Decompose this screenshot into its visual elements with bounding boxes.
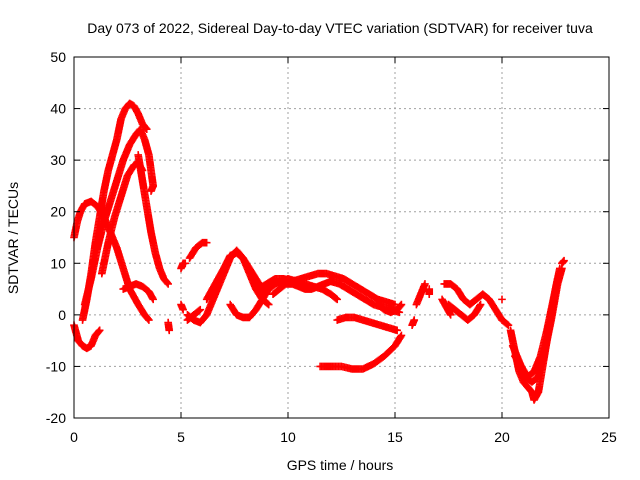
data-point: [164, 280, 172, 288]
series-arc-10: [177, 259, 190, 273]
series-arc-8: [147, 182, 157, 195]
y-tick-label: -10: [46, 358, 66, 374]
data-point: [95, 326, 104, 335]
series-arc-28: [498, 295, 506, 304]
data-point: [333, 295, 342, 304]
y-tick-label: 30: [50, 152, 66, 168]
series-arc-21: [374, 300, 406, 317]
y-tick-label: 10: [50, 255, 66, 271]
data-point: [397, 331, 406, 340]
data-point: [142, 125, 151, 133]
series-arc-25: [440, 280, 513, 329]
series-arc-23: [412, 280, 429, 309]
x-tick-label: 15: [387, 429, 403, 445]
data-point: [446, 311, 455, 319]
data-point: [145, 316, 153, 324]
data-point: [391, 300, 399, 309]
data-point: [202, 238, 211, 247]
y-tick-label: -20: [46, 410, 66, 426]
data-point: [95, 327, 103, 336]
series-arc-2: [70, 321, 104, 353]
axis-ticks: [73, 56, 610, 419]
series-arc-18: [269, 277, 404, 317]
x-axis-label: GPS time / hours: [287, 457, 394, 473]
y-axis-label: SDTVAR / TECUs: [5, 182, 21, 294]
series-arc-4: [80, 125, 157, 309]
series-arc-6: [134, 151, 172, 288]
data-point: [476, 300, 485, 309]
x-tick-label: 20: [494, 429, 510, 445]
data-point: [503, 320, 512, 329]
x-tick-label: 25: [601, 429, 617, 445]
data-point: [393, 326, 401, 335]
data-point: [142, 124, 150, 132]
series-arc-27: [438, 295, 455, 319]
y-tick-label: 20: [50, 204, 66, 220]
data-point: [196, 305, 205, 314]
data-point: [163, 279, 172, 287]
x-tick-label: 10: [280, 429, 296, 445]
data-point: [165, 326, 174, 335]
data-point: [195, 306, 203, 315]
data-point: [149, 295, 157, 304]
data-point: [144, 315, 152, 323]
plot-frame: [73, 56, 610, 419]
data-point: [397, 300, 406, 309]
series-arc-31: [511, 274, 562, 381]
data-point: [498, 295, 506, 304]
series-arc-20: [333, 313, 401, 335]
y-tick-label: 0: [58, 307, 66, 323]
series-arc-9: [164, 318, 174, 335]
y-tick-label: 40: [50, 101, 66, 117]
series-arc-17: [254, 269, 399, 309]
data-point: [553, 274, 562, 283]
chart-title: Day 073 of 2022, Sidereal Day-to-day VTE…: [87, 20, 593, 36]
series-arc-32: [558, 256, 568, 268]
data-point: [149, 182, 157, 190]
series-arc-22: [408, 316, 419, 329]
data-point: [179, 305, 187, 314]
data-point: [410, 316, 419, 324]
data-layer: [70, 99, 568, 404]
data-point: [264, 300, 273, 309]
series-arc-7: [119, 280, 157, 304]
series-arc-11: [177, 300, 187, 314]
x-tick-label: 0: [70, 429, 78, 445]
tick-labels: 0 5 10 15 20 25 -20 -10 0 10 20 30 40 50: [46, 49, 617, 445]
series-arc-19: [316, 331, 406, 373]
data-point: [263, 299, 272, 308]
data-point: [504, 321, 513, 329]
data-point: [421, 280, 429, 288]
data-point: [396, 301, 405, 310]
data-point: [560, 256, 568, 265]
series-arc-24: [425, 285, 434, 299]
y-tick-label: 50: [50, 49, 66, 65]
data-point: [332, 294, 340, 303]
series-arc-13: [185, 238, 211, 262]
data-point: [425, 285, 434, 293]
data-point: [181, 259, 190, 268]
x-tick-label: 5: [177, 429, 185, 445]
